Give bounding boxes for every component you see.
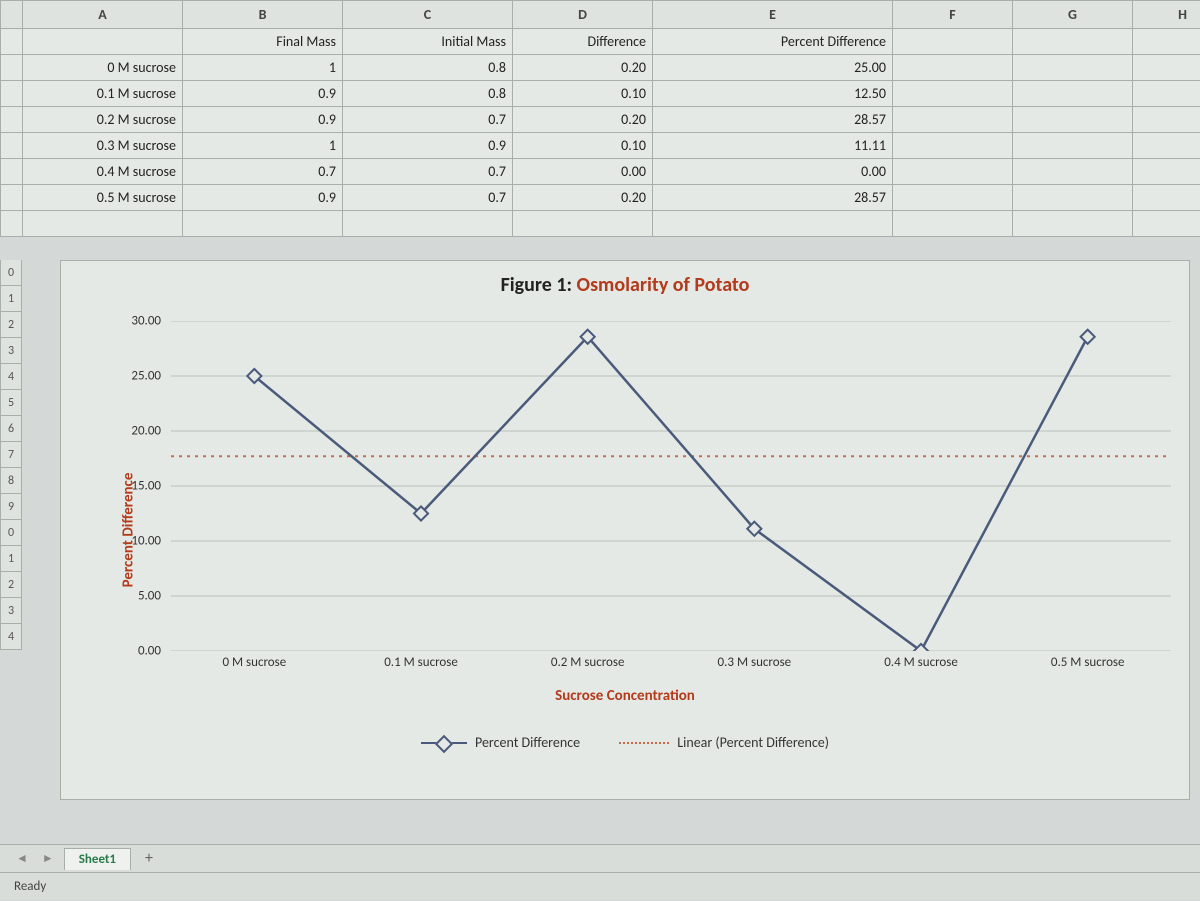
table-row[interactable]: 0.1 M sucrose 0.9 0.8 0.10 12.50 xyxy=(1,81,1200,107)
col-header[interactable]: C xyxy=(343,1,513,29)
cell-final[interactable]: 0.7 xyxy=(183,159,343,185)
header-final-mass[interactable]: Final Mass xyxy=(183,29,343,55)
y-ticks: 0.00 5.00 10.00 15.00 20.00 25.00 30.00 xyxy=(117,321,167,651)
cell-pct[interactable]: 28.57 xyxy=(653,107,893,133)
cell-initial[interactable]: 0.7 xyxy=(343,185,513,211)
cell-pct[interactable]: 28.57 xyxy=(653,185,893,211)
row-label[interactable]: 0.3 M sucrose xyxy=(23,133,183,159)
cell-initial[interactable]: 0.9 xyxy=(343,133,513,159)
chart-title: Figure 1: Osmolarity of Potato xyxy=(61,261,1189,297)
table-row[interactable]: 0 M sucrose 1 0.8 0.20 25.00 xyxy=(1,55,1200,81)
cell-diff[interactable]: 0.20 xyxy=(513,107,653,133)
col-header[interactable]: G xyxy=(1013,1,1133,29)
table-row[interactable]: 0.5 M sucrose 0.9 0.7 0.20 28.57 xyxy=(1,185,1200,211)
col-header[interactable]: E xyxy=(653,1,893,29)
row-label[interactable]: 0.2 M sucrose xyxy=(23,107,183,133)
cell-pct[interactable]: 0.00 xyxy=(653,159,893,185)
chart-legend: Percent Difference Linear (Percent Diffe… xyxy=(61,731,1189,752)
cell-final[interactable]: 0.9 xyxy=(183,81,343,107)
col-header[interactable]: A xyxy=(23,1,183,29)
chart-osmolarity[interactable]: Figure 1: Osmolarity of Potato Percent D… xyxy=(60,260,1190,800)
cell-initial[interactable]: 0.8 xyxy=(343,55,513,81)
cell-final[interactable]: 1 xyxy=(183,133,343,159)
header-difference[interactable]: Difference xyxy=(513,29,653,55)
cell-diff[interactable]: 0.10 xyxy=(513,81,653,107)
table-row[interactable]: Final Mass Initial Mass Difference Perce… xyxy=(1,29,1200,55)
legend-dash-icon xyxy=(619,742,669,744)
legend-line-icon xyxy=(421,742,467,744)
column-header-row[interactable]: A B C D E F G H xyxy=(1,1,1200,29)
col-header[interactable]: H xyxy=(1133,1,1200,29)
col-header[interactable]: F xyxy=(893,1,1013,29)
row-label[interactable]: 0.4 M sucrose xyxy=(23,159,183,185)
x-axis-label: Sucrose Concentration xyxy=(61,687,1189,705)
tab-nav-next-icon[interactable]: ► xyxy=(38,851,58,866)
table-row[interactable]: 0.3 M sucrose 1 0.9 0.10 11.11 xyxy=(1,133,1200,159)
row-label[interactable]: 0 M sucrose xyxy=(23,55,183,81)
row-label[interactable]: 0.1 M sucrose xyxy=(23,81,183,107)
cell-pct[interactable]: 11.11 xyxy=(653,133,893,159)
cell-pct[interactable]: 25.00 xyxy=(653,55,893,81)
sheet-tab-active[interactable]: Sheet1 xyxy=(64,848,131,870)
cell-pct[interactable]: 12.50 xyxy=(653,81,893,107)
x-ticks: 0 M sucrose 0.1 M sucrose 0.2 M sucrose … xyxy=(171,655,1171,670)
cell-initial[interactable]: 0.7 xyxy=(343,159,513,185)
cell-diff[interactable]: 0.20 xyxy=(513,185,653,211)
cell-final[interactable]: 0.9 xyxy=(183,185,343,211)
spreadsheet-grid[interactable]: A B C D E F G H Final Mass Initial Mass … xyxy=(0,0,1200,237)
cell-diff[interactable]: 0.20 xyxy=(513,55,653,81)
cell-diff[interactable]: 0.00 xyxy=(513,159,653,185)
cell-final[interactable]: 0.9 xyxy=(183,107,343,133)
row-label[interactable]: 0.5 M sucrose xyxy=(23,185,183,211)
status-text: Ready xyxy=(14,879,46,894)
cell-initial[interactable]: 0.7 xyxy=(343,107,513,133)
sheet-tab-bar: ◄ ► Sheet1 + xyxy=(0,844,1200,872)
status-bar: Ready xyxy=(0,872,1200,900)
table-row[interactable]: 0.2 M sucrose 0.9 0.7 0.20 28.57 xyxy=(1,107,1200,133)
col-header[interactable]: D xyxy=(513,1,653,29)
row-gutter: 012 345 678 901 234 xyxy=(0,260,22,650)
header-percent-difference[interactable]: Percent Difference xyxy=(653,29,893,55)
cell-final[interactable]: 1 xyxy=(183,55,343,81)
cell-initial[interactable]: 0.8 xyxy=(343,81,513,107)
tab-nav-prev-icon[interactable]: ◄ xyxy=(12,851,32,866)
table-row[interactable] xyxy=(1,211,1200,237)
col-header[interactable]: B xyxy=(183,1,343,29)
header-initial-mass[interactable]: Initial Mass xyxy=(343,29,513,55)
add-sheet-button[interactable]: + xyxy=(137,847,161,870)
table-row[interactable]: 0.4 M sucrose 0.7 0.7 0.00 0.00 xyxy=(1,159,1200,185)
chart-plot xyxy=(171,321,1171,651)
cell-diff[interactable]: 0.10 xyxy=(513,133,653,159)
